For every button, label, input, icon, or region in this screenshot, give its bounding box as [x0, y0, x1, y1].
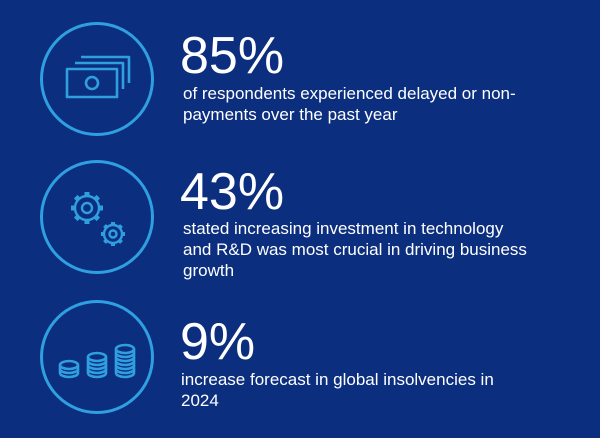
- description-line: growth: [183, 261, 235, 280]
- banknotes-icon: [65, 55, 131, 99]
- description-line: of respondents experienced delayed or no…: [183, 84, 516, 103]
- stat-description: increase forecast in global insolvencies…: [181, 369, 494, 411]
- description-line: increase forecast in global insolvencies…: [181, 370, 494, 389]
- coin-stacks-icon: [58, 343, 136, 379]
- stat-value: 85%: [180, 27, 285, 85]
- stat-value: 9%: [180, 313, 256, 371]
- description-line: stated increasing investment in technolo…: [183, 219, 504, 238]
- description-line: payments over the past year: [183, 105, 398, 124]
- gears-icon: [71, 192, 125, 246]
- icon-ring: [40, 300, 154, 414]
- description-line: and R&D was most crucial in driving busi…: [183, 240, 527, 259]
- icon-ring: [40, 160, 154, 274]
- stat-description: of respondents experienced delayed or no…: [183, 83, 516, 125]
- icon-ring: [40, 22, 154, 136]
- stat-description: stated increasing investment in technolo…: [183, 218, 527, 281]
- description-line: 2024: [181, 391, 219, 410]
- stat-value: 43%: [180, 163, 285, 221]
